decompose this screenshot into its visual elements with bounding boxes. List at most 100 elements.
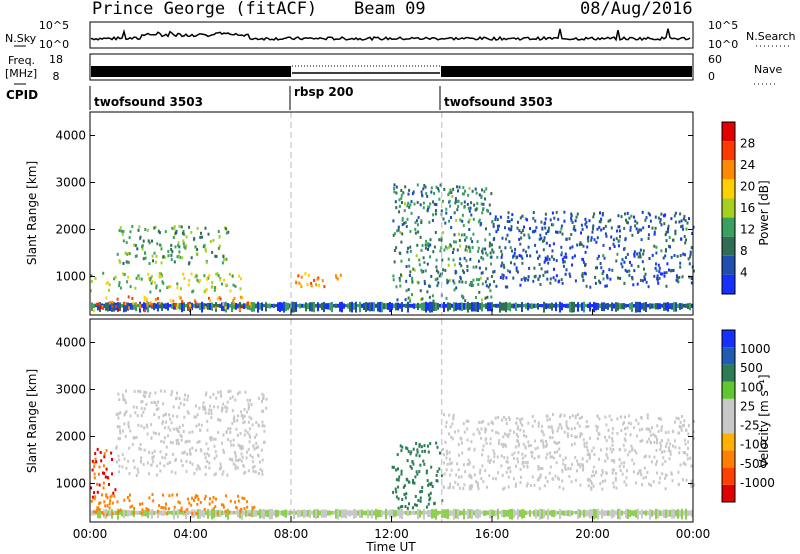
echo-cell <box>548 471 551 475</box>
echo-cell <box>540 220 543 224</box>
echo-cell <box>602 254 605 258</box>
echo-cell <box>111 300 114 304</box>
echo-cell <box>516 255 519 259</box>
scatter-cell <box>683 510 685 516</box>
echo-cell <box>191 290 194 294</box>
echo-cell <box>656 278 659 282</box>
echo-cell <box>527 245 530 249</box>
echo-cell <box>647 211 650 215</box>
echo-cell <box>183 277 186 281</box>
echo-cell <box>102 486 105 490</box>
echo-cell <box>172 405 175 409</box>
echo-cell <box>675 275 678 279</box>
echo-cell <box>503 265 506 269</box>
echo-cell <box>637 230 640 233</box>
echo-cell <box>612 242 615 246</box>
scatter-cell <box>401 508 403 520</box>
echo-cell <box>414 495 417 498</box>
echo-cell <box>404 221 407 224</box>
echo-cell <box>182 272 185 276</box>
echo-cell <box>406 217 409 221</box>
echo-cell <box>208 299 211 303</box>
echo-cell <box>188 307 191 311</box>
echo-cell <box>425 471 428 475</box>
scatter-cell <box>535 303 537 308</box>
echo-cell <box>253 465 256 468</box>
echo-cell <box>496 218 499 221</box>
echo-cell <box>213 405 216 409</box>
echo-cell <box>540 439 543 443</box>
scatter-cell <box>231 510 233 515</box>
echo-cell <box>609 277 612 281</box>
echo-cell <box>412 479 414 482</box>
echo-cell <box>206 452 209 456</box>
echo-cell <box>521 229 524 232</box>
echo-cell <box>555 461 558 465</box>
echo-cell <box>563 219 566 223</box>
echo-cell <box>471 240 474 244</box>
echo-cell <box>471 246 474 249</box>
freq-panel <box>89 53 694 81</box>
scatter-cell <box>485 510 487 516</box>
echo-cell <box>576 212 579 216</box>
echo-cell <box>465 236 468 240</box>
echo-cell <box>185 469 188 473</box>
echo-cell <box>626 426 629 430</box>
echo-cell <box>519 283 522 287</box>
echo-cell <box>484 438 487 442</box>
echo-cell <box>191 462 194 466</box>
echo-cell <box>430 274 433 278</box>
echo-feature-0 <box>90 447 117 501</box>
echo-cell <box>561 257 564 261</box>
echo-cell <box>670 217 673 221</box>
echo-cell <box>482 202 485 206</box>
echo-cell <box>493 455 496 459</box>
echo-cell <box>637 255 640 259</box>
scatter-cell <box>669 303 671 310</box>
echo-cell <box>411 192 414 196</box>
echo-cell <box>433 245 436 249</box>
echo-cell <box>659 448 662 451</box>
echo-cell <box>557 217 560 221</box>
scatter-cell <box>437 510 439 516</box>
echo-cell <box>538 237 541 241</box>
scatter-cell <box>515 510 517 516</box>
echo-cell <box>519 468 522 471</box>
echo-cell <box>408 188 411 192</box>
scatter-cell <box>177 509 179 519</box>
scatter-cell <box>393 509 395 518</box>
echo-cell <box>599 211 601 215</box>
echo-cell <box>558 485 561 489</box>
echo-cell <box>495 430 498 434</box>
echo-cell <box>538 487 541 491</box>
echo-cell <box>224 226 226 230</box>
echo-cell <box>438 467 441 471</box>
scatter-cell <box>373 510 375 516</box>
echo-cell <box>227 427 230 431</box>
echo-cell <box>119 429 121 433</box>
echo-cell <box>140 424 143 428</box>
echo-cell <box>601 487 604 491</box>
echo-cell <box>571 256 574 260</box>
power-colorbar-swatch <box>722 122 735 142</box>
echo-cell <box>118 284 121 287</box>
scatter-cell <box>579 509 581 518</box>
echo-cell <box>551 477 554 481</box>
echo-cell <box>450 226 453 229</box>
scatter-cell <box>639 510 641 515</box>
echo-cell <box>582 278 585 282</box>
echo-cell <box>503 456 506 460</box>
echo-cell <box>628 273 631 277</box>
scatter-cell <box>189 511 191 515</box>
echo-cell <box>478 266 481 270</box>
echo-cell <box>558 279 561 283</box>
echo-cell <box>124 251 127 255</box>
echo-cell <box>516 417 519 420</box>
echo-cell <box>411 278 414 282</box>
echo-cell <box>167 426 170 430</box>
echo-cell <box>147 239 150 243</box>
echo-cell <box>408 205 411 209</box>
echo-cell <box>225 430 228 434</box>
echo-cell <box>118 470 120 474</box>
scatter-cell <box>467 509 469 519</box>
